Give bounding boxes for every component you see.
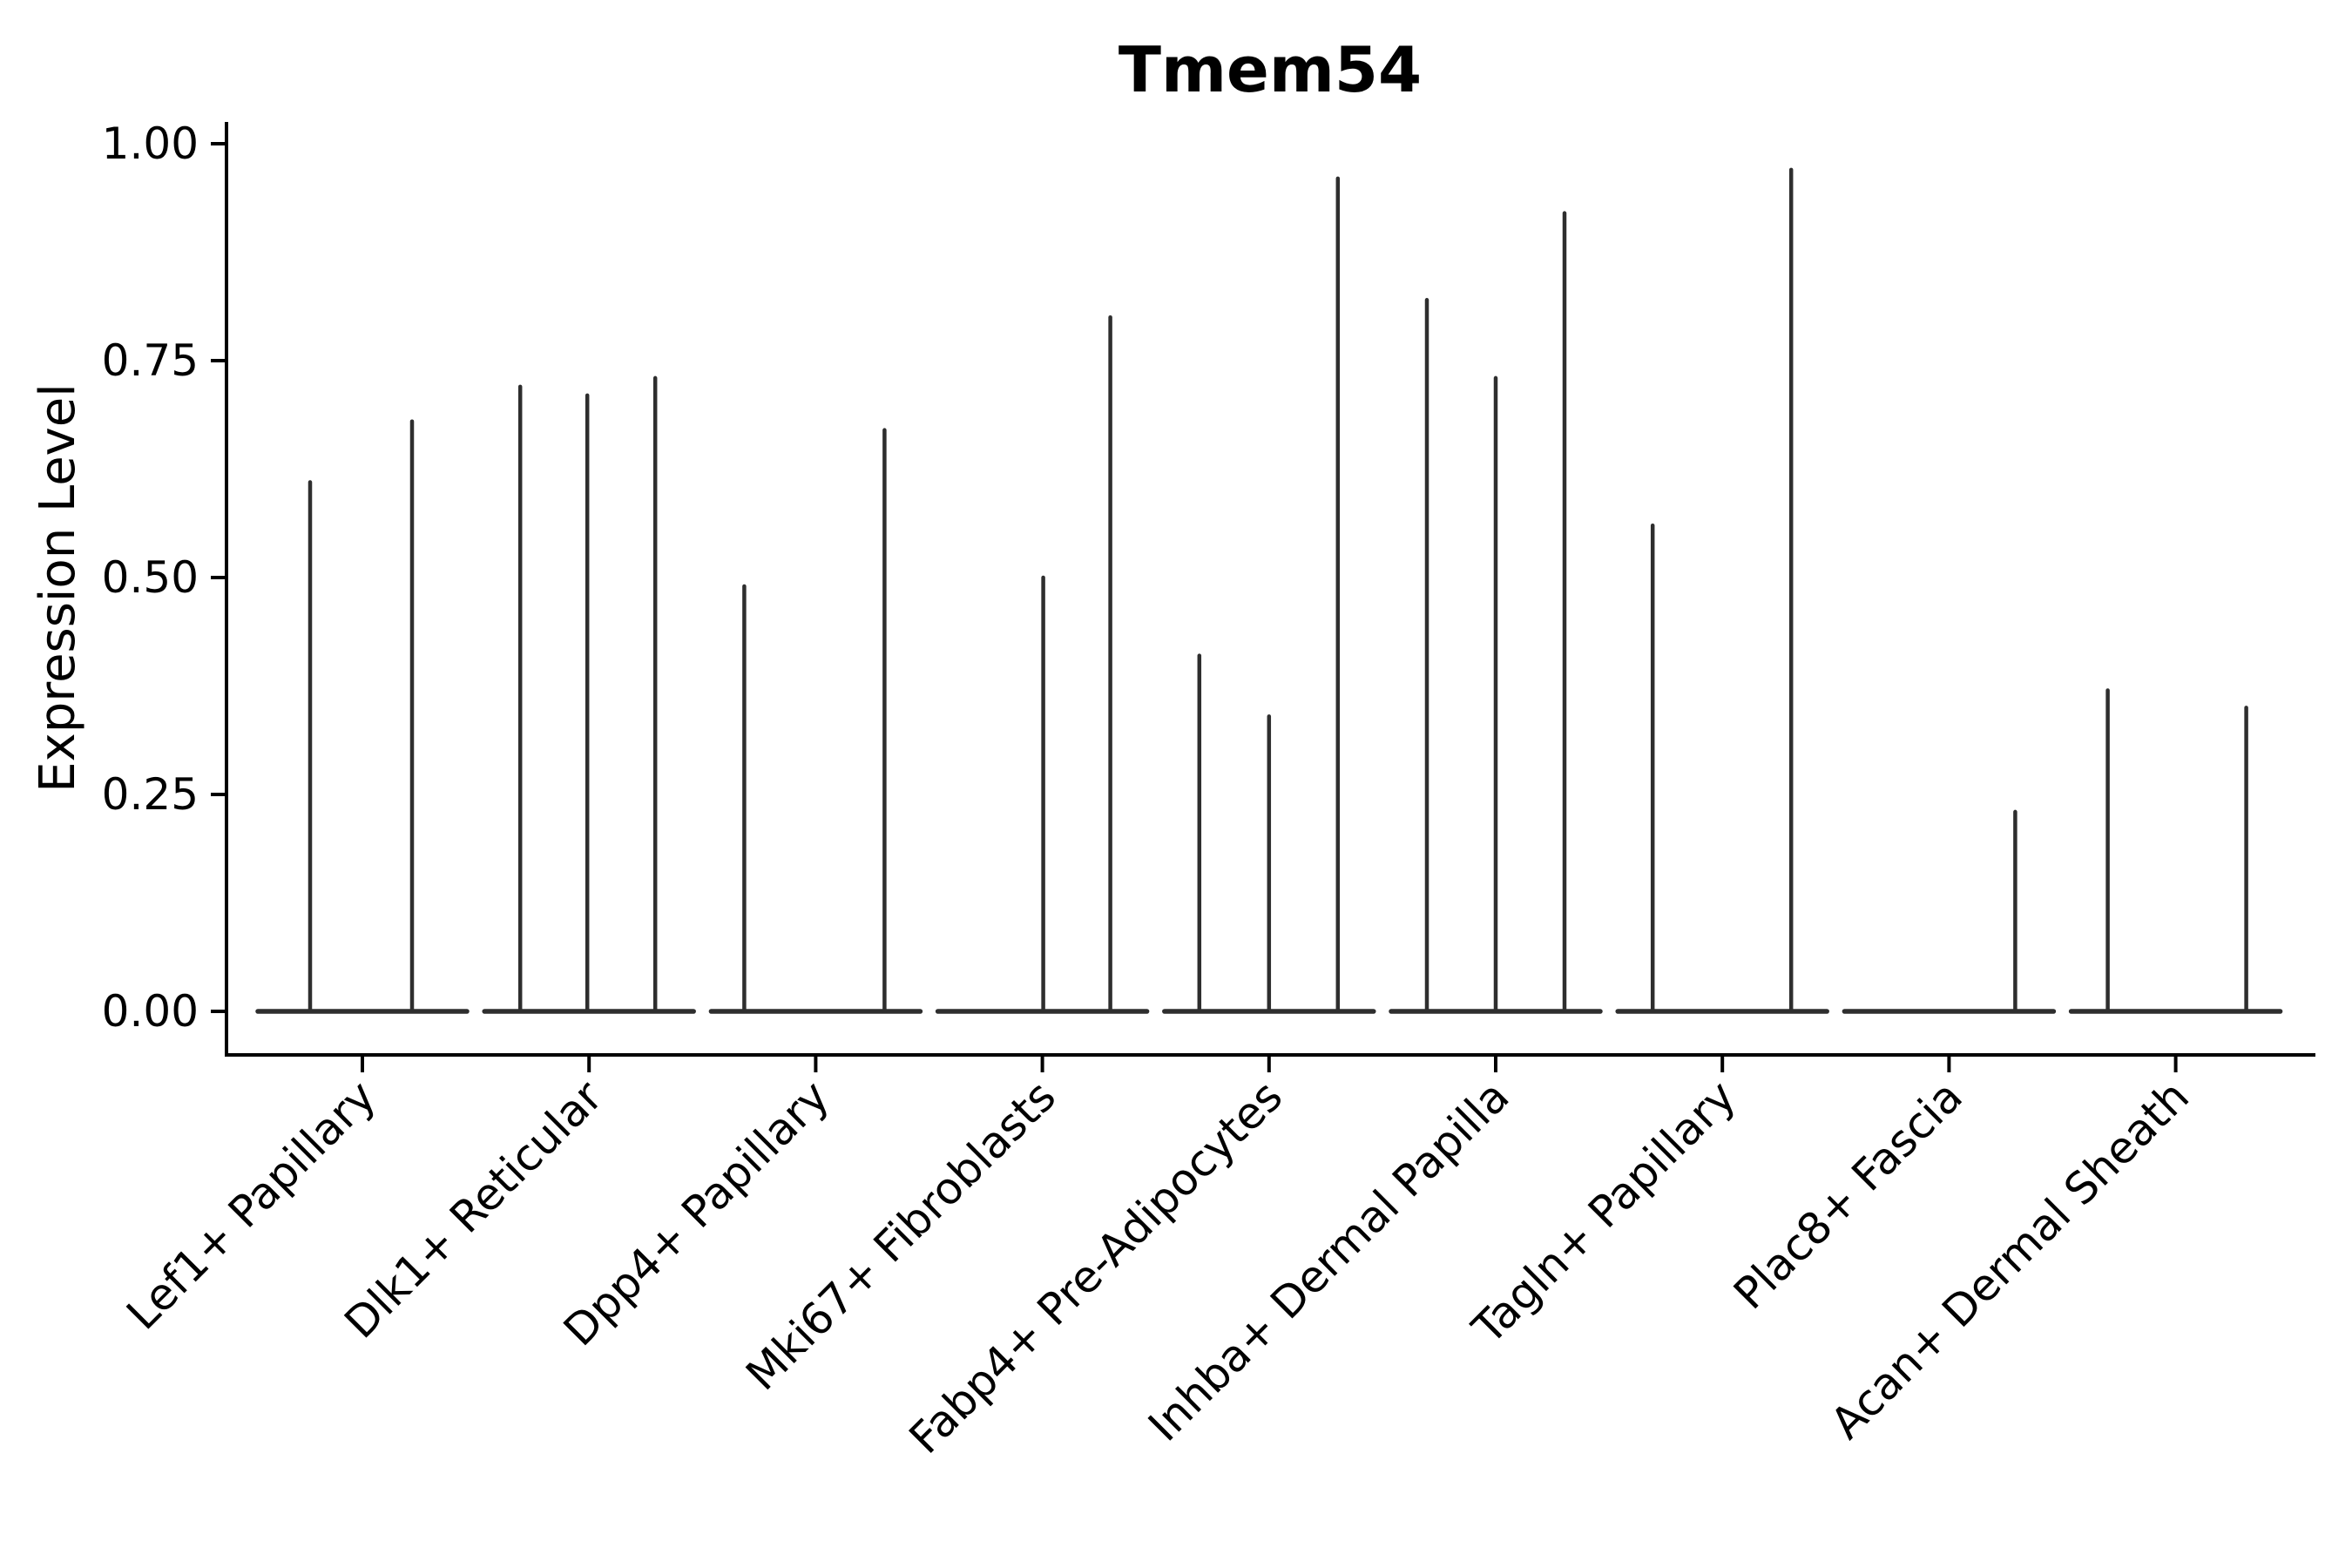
violin-group	[1162, 176, 1376, 1014]
y-tick-label: 0.25	[102, 769, 199, 820]
y-tick-group: 0.00 0.25 0.50 0.75 1.00	[102, 118, 226, 1037]
violin-group	[2068, 688, 2283, 1014]
violin-group	[255, 419, 470, 1014]
y-tick-label: 0.00	[102, 986, 199, 1037]
violin-group	[482, 375, 696, 1014]
x-tick-label: Lef1+ Papillary	[117, 1071, 385, 1339]
chart-title: Tmem54	[1119, 33, 1422, 106]
y-tick-label: 1.00	[102, 118, 199, 169]
violin-group	[935, 314, 1150, 1014]
violin-group	[708, 428, 923, 1014]
violins-group	[255, 167, 2283, 1014]
violin-group	[1615, 167, 1829, 1014]
violin-group	[1842, 809, 2057, 1014]
y-axis-label: Expression Level	[30, 383, 86, 793]
x-tick-label: Acan+ Dermal Sheath	[1821, 1071, 2200, 1449]
y-tick-label: 0.75	[102, 335, 199, 386]
x-tick-label: Fabp4+ Pre-Adipocytes	[900, 1071, 1293, 1463]
violin-group	[1389, 211, 1603, 1014]
x-tick-label: Plac8+ Fascia	[1724, 1071, 1972, 1319]
x-tick-label: Inhba+ Dermal Papilla	[1139, 1071, 1518, 1450]
y-tick-label: 0.50	[102, 552, 199, 603]
